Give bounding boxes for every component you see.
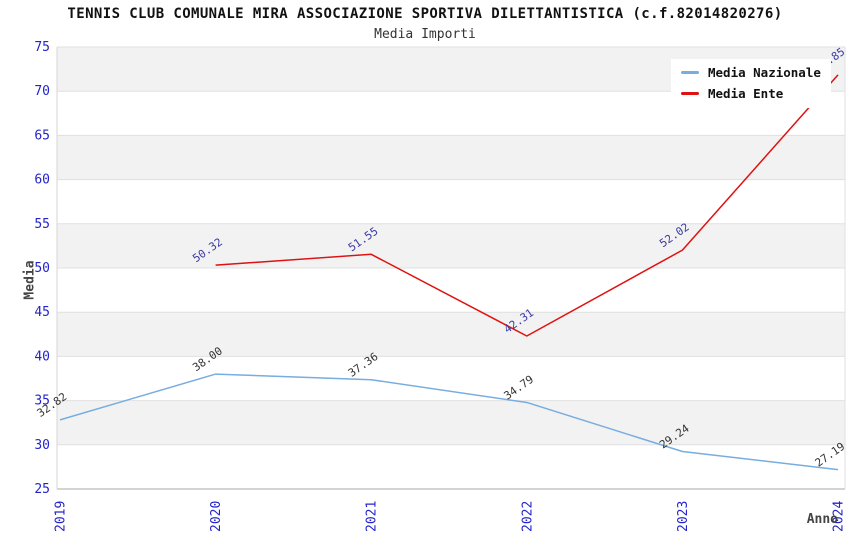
series-line-media-nazionale [59, 373, 839, 471]
data-label-media-nazionale: 34.79 [501, 373, 536, 403]
y-axis-title: Media [22, 260, 38, 300]
y-tick-label: 70 [34, 84, 50, 99]
plot-band [57, 400, 845, 445]
y-tick-label: 30 [34, 438, 50, 453]
legend-swatch-media-ente [681, 92, 699, 95]
y-tick-label: 45 [34, 305, 50, 320]
x-tick-label: 2019 [54, 501, 69, 532]
legend-item-media-nazionale: Media Nazionale [681, 65, 821, 80]
legend-swatch-media-nazionale [681, 71, 699, 74]
x-tick-label: 2023 [676, 501, 691, 532]
legend-item-media-ente: Media Ente [681, 86, 821, 101]
series-line-media-ente [215, 74, 839, 337]
x-tick-label: 2022 [520, 501, 535, 532]
y-tick-label: 75 [34, 40, 50, 55]
plot-band [57, 312, 845, 357]
x-tick-label: 2020 [209, 501, 224, 532]
y-tick-label: 50 [34, 261, 50, 276]
y-tick-label: 40 [34, 349, 50, 364]
y-tick-label: 60 [34, 173, 50, 188]
plot-band [57, 223, 845, 268]
chart-subtitle: Media Importi [374, 27, 476, 42]
chart-title: TENNIS CLUB COMUNALE MIRA ASSOCIAZIONE S… [67, 6, 783, 22]
legend-label: Media Ente [708, 86, 784, 101]
plot-band [57, 135, 845, 180]
x-tick-label: 2024 [832, 501, 847, 532]
y-tick-label: 55 [34, 217, 50, 232]
y-tick-label: 35 [34, 394, 50, 409]
x-axis-title: Anno [806, 512, 838, 527]
legend-label: Media Nazionale [708, 65, 821, 80]
y-tick-label: 65 [34, 128, 50, 143]
x-tick-label: 2021 [365, 501, 380, 532]
legend: Media Nazionale Media Ente [671, 59, 831, 108]
y-tick-label: 25 [34, 482, 50, 497]
